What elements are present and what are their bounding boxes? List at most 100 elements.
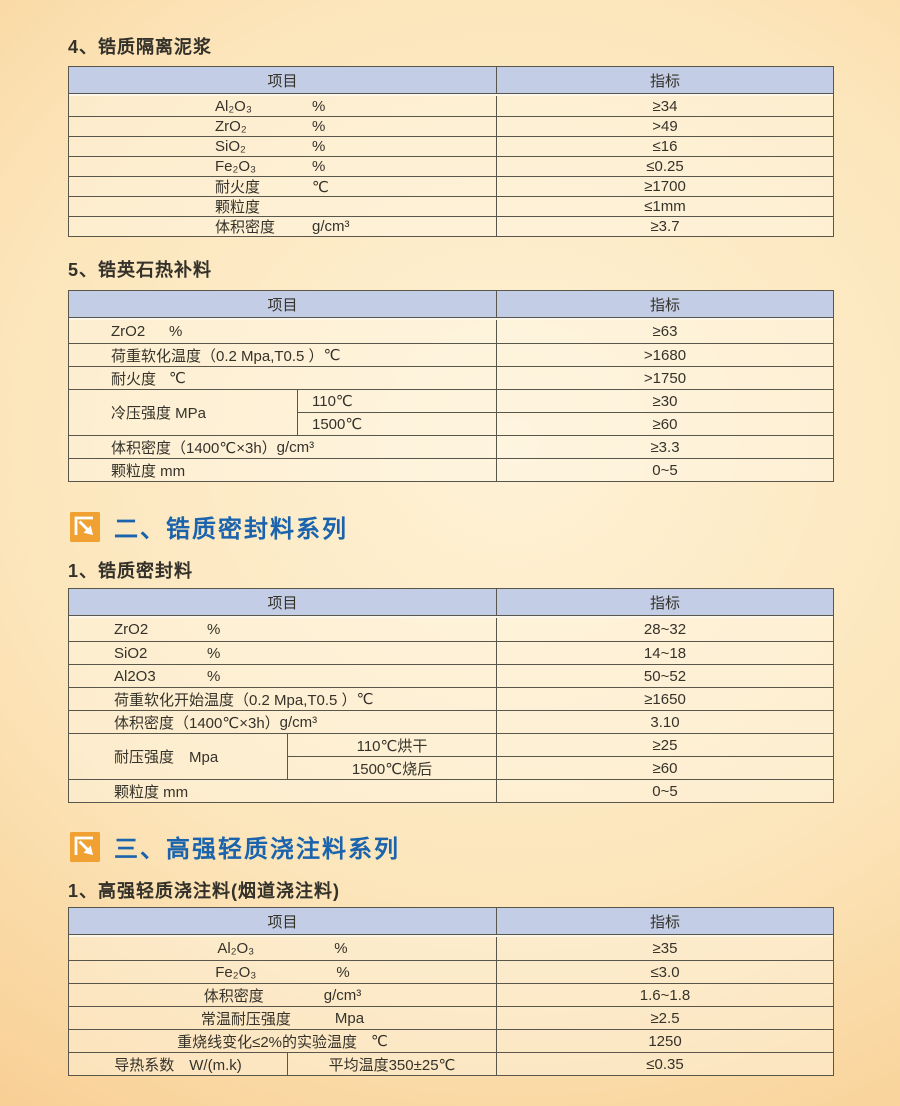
section-heading-text: 二、锆质密封料系列: [114, 516, 348, 543]
table-row: 荷重软化温度（0.2 Mpa,T0.5 ） ℃ >1680: [69, 343, 833, 366]
table-zircon-hot-patching: 项目 指标 ZrO2% ≥63 荷重软化温度（0.2 Mpa,T0.5 ） ℃ >…: [68, 290, 834, 482]
item-name: Al2O3: [114, 667, 156, 685]
merged-sub-column: 110℃烘干 1500℃烧后: [288, 734, 497, 779]
section-heading-2: 二、锆质密封料系列: [70, 509, 348, 544]
table-row: ZrO2% 28~32: [69, 618, 833, 641]
split-sub-cell: 平均温度350±25℃: [288, 1053, 497, 1075]
value-cell: ≥1700: [644, 178, 686, 195]
item-name: Al₂O₃: [215, 97, 252, 115]
table-row: 重烧线变化≤2%的实验温度 ℃ 1250: [69, 1029, 833, 1052]
item-unit: %: [312, 97, 326, 115]
header-gap: [69, 318, 833, 320]
value-cell: ≥2.5: [650, 1009, 680, 1027]
item-name: SiO2: [114, 644, 148, 662]
value-cell: ≥63: [652, 323, 678, 340]
table-row: 体积密度（1400℃×3h） g/cm³ ≥3.3: [69, 435, 833, 458]
table-header-row: 项目 指标: [69, 908, 833, 935]
value-cell: >49: [652, 118, 678, 135]
item-cell: 体积密度（1400℃×3h） g/cm³: [69, 711, 497, 733]
value-cell: ≥60: [497, 412, 833, 435]
header-value: 指标: [649, 296, 680, 314]
table-row: Al₂O₃% ≥35: [69, 937, 833, 960]
value-cell: 50~52: [643, 667, 687, 685]
item-unit: ℃: [312, 178, 329, 196]
header-item: 项目: [69, 67, 497, 93]
item-cell: ZrO2%: [69, 618, 497, 641]
sub-label-cell: 1500℃烧后: [288, 756, 497, 779]
value-cell: 0~5: [652, 461, 678, 479]
table-row: ZrO2% ≥63: [69, 320, 833, 343]
item-cell: 荷重软化温度（0.2 Mpa,T0.5 ） ℃: [69, 344, 497, 366]
value-cell: ≥30: [652, 392, 678, 410]
value-cell: 1250: [648, 1032, 682, 1050]
table-row: Al₂O₃% ≥34: [69, 96, 833, 116]
sub-label-cell: 110℃: [298, 390, 497, 412]
table-row: ZrO₂% >49: [69, 116, 833, 136]
header-gap: [69, 94, 833, 96]
item-unit: ℃: [371, 1033, 388, 1050]
item-cell: 颗粒度 mm: [69, 780, 497, 802]
value-cell: ≥3.3: [650, 438, 680, 456]
value-cell: >1750: [643, 369, 687, 387]
header-value: 指标: [649, 594, 680, 612]
item-unit: g/cm³: [279, 713, 318, 731]
item-unit: Mpa: [334, 1009, 365, 1027]
table-header-row: 项目 指标: [69, 589, 833, 616]
item-unit: g/cm³: [276, 438, 315, 456]
item-unit: %: [312, 118, 326, 135]
table-header-row: 项目 指标: [69, 291, 833, 318]
item-name: 荷重软化开始温度（0.2 Mpa,T0.5 ）: [114, 691, 357, 709]
item-name: 体积密度: [215, 219, 276, 236]
item-cell: Al₂O₃%: [69, 937, 497, 960]
item-name: ZrO2: [114, 621, 149, 638]
subsection-title: 1、高强轻质浇注料(烟道浇注料): [68, 881, 340, 901]
table-row: 颗粒度 mm 0~5: [69, 458, 833, 481]
item-cell: 体积密度 g/cm³: [69, 984, 497, 1006]
header-value: 指标: [649, 913, 680, 931]
value-cell: ≤16: [652, 138, 678, 155]
item-cell: 重烧线变化≤2%的实验温度 ℃: [69, 1030, 497, 1052]
value-cell: 28~32: [643, 621, 687, 638]
sub-label-cell: 110℃烘干: [288, 734, 497, 756]
value-cell: 0~5: [652, 782, 678, 800]
item-unit: g/cm³: [323, 986, 362, 1004]
merged-label-cell: 耐压强度 Mpa: [69, 734, 288, 779]
item-cell: Fe₂O₃%: [69, 157, 497, 176]
table-row: 常温耐压强度 Mpa ≥2.5: [69, 1006, 833, 1029]
item-name: 重烧线变化≤2%的实验温度: [177, 1033, 358, 1051]
table-header-row: 项目 指标: [69, 67, 833, 94]
item-name: ZrO2: [111, 323, 146, 340]
corner-arrow-icon: [70, 511, 100, 542]
value-cell: ≥3.7: [650, 218, 680, 235]
merged-value-column: ≥25 ≥60: [497, 734, 833, 779]
table-high-strength-lightweight-castable: 项目 指标 Al₂O₃% ≥35 Fe₂O₃% ≤3.0 体积密度 g/cm³ 1…: [68, 907, 834, 1076]
split-label-cell: 导热系数 W/(m.k): [69, 1053, 288, 1075]
item-cell: 常温耐压强度 Mpa: [69, 1007, 497, 1029]
item-unit: %: [207, 667, 221, 685]
section-title-4: 4、锆质隔离泥浆: [68, 37, 213, 57]
table-row: 颗粒度 mm 0~5: [69, 779, 833, 802]
item-name: 颗粒度: [215, 199, 261, 216]
item-cell: 体积密度 g/cm³: [69, 217, 497, 236]
value-cell: ≤0.35: [646, 1055, 684, 1073]
section-title-5: 5、锆英石热补料: [68, 260, 213, 280]
subsection-title: 1、锆质密封料: [68, 561, 194, 581]
table-row-merged: 冷压强度 MPa 110℃ 1500℃ ≥30 ≥60: [69, 389, 833, 435]
item-unit: %: [169, 323, 183, 340]
item-name: SiO₂: [215, 138, 246, 155]
item-name: 颗粒度 mm: [114, 783, 189, 801]
item-cell: 耐火度 ℃: [69, 177, 497, 196]
table-row: 颗粒度 ≤1mm: [69, 196, 833, 216]
value-cell: ≤1mm: [644, 198, 686, 215]
value-cell: ≤3.0: [650, 963, 680, 981]
table-row: Fe₂O₃% ≤3.0: [69, 960, 833, 983]
item-unit: ℃: [323, 347, 341, 364]
item-unit: %: [334, 940, 348, 957]
value-cell: 14~18: [643, 644, 687, 662]
value-cell: ≥60: [497, 756, 833, 779]
item-cell: Al₂O₃%: [69, 96, 497, 116]
table-row: SiO₂% ≤16: [69, 136, 833, 156]
table-zirconium-isolation-slurry: 项目 指标 Al₂O₃% ≥34 ZrO₂% >49 SiO₂% ≤16 Fe₂…: [68, 66, 834, 237]
item-name: 耐火度: [111, 370, 157, 388]
item-name: 颗粒度 mm: [111, 462, 186, 480]
